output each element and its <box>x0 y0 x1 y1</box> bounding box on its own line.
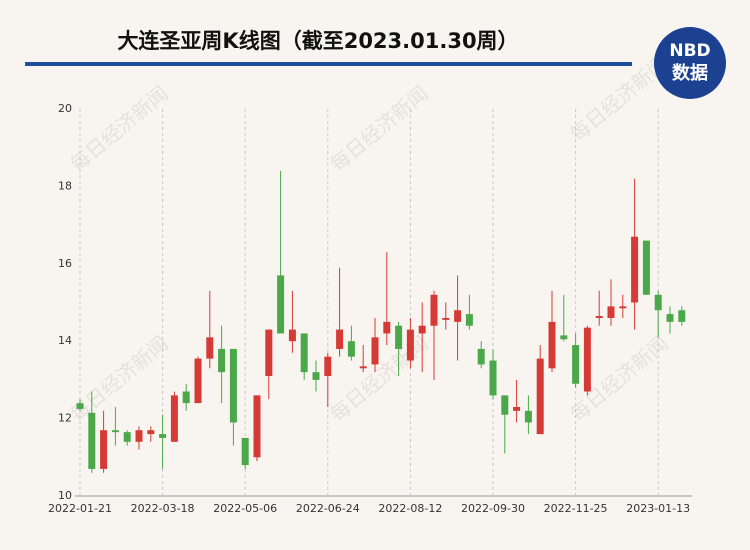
logo <box>654 27 726 99</box>
candle-body <box>100 430 108 469</box>
candle-body <box>88 412 96 469</box>
candle-body <box>300 333 308 373</box>
candle-body <box>418 325 426 334</box>
candle-body <box>312 372 320 380</box>
candle-body <box>194 358 202 404</box>
candle-body <box>524 410 532 423</box>
candle-body <box>383 321 391 334</box>
candle-body <box>395 325 403 349</box>
candle-body <box>241 437 249 466</box>
candle-body <box>642 240 650 295</box>
candle-body <box>229 348 237 423</box>
x-tick-label: 2023-01-13 <box>626 502 690 515</box>
candle-body <box>619 306 627 309</box>
candle-body <box>536 358 544 435</box>
candle-body <box>666 314 674 322</box>
logo-top: NBD <box>669 41 710 61</box>
logo-bottom: 数据 <box>672 62 708 84</box>
y-tick-label: 10 <box>58 489 72 502</box>
candle-body <box>371 337 379 365</box>
candle-body <box>454 310 462 322</box>
candle-body <box>513 406 521 411</box>
candle-body <box>111 430 119 433</box>
x-tick-label: 2022-06-24 <box>296 502 360 515</box>
candle-body <box>572 345 580 384</box>
y-tick-label: 14 <box>58 334 72 347</box>
candle-body <box>430 294 438 326</box>
candle-body <box>489 360 497 396</box>
candle-body <box>548 321 556 369</box>
y-tick-label: 18 <box>58 179 72 192</box>
candle-body <box>135 430 143 442</box>
chart-title: 大连圣亚周K线图（截至2023.01.30周） <box>117 29 518 53</box>
candle-body <box>477 348 485 365</box>
candle-body <box>359 366 367 369</box>
candle-body <box>595 316 603 318</box>
candle-body <box>218 348 226 373</box>
x-tick-label: 2022-03-18 <box>131 502 195 515</box>
candle-body <box>442 317 450 320</box>
candle-body <box>678 310 686 322</box>
candle-body <box>560 335 568 340</box>
candle-body <box>206 337 214 359</box>
candle-body <box>324 356 332 377</box>
y-tick-label: 20 <box>58 102 72 115</box>
candle-body <box>76 403 84 409</box>
candle-body <box>288 329 296 342</box>
candle-body <box>147 430 155 435</box>
candle-body <box>277 275 285 334</box>
candle-body <box>583 327 591 392</box>
candle-body <box>123 432 131 442</box>
candle-body <box>336 329 344 349</box>
x-tick-label: 2022-01-21 <box>48 502 112 515</box>
x-tick-label: 2022-09-30 <box>461 502 525 515</box>
x-tick-label: 2022-05-06 <box>213 502 277 515</box>
candle-body <box>654 294 662 311</box>
candle-body <box>182 391 190 404</box>
candle-body <box>631 236 639 303</box>
x-tick-label: 2022-08-12 <box>378 502 442 515</box>
candle-body <box>253 395 261 458</box>
candle-body <box>159 434 167 438</box>
candle-body <box>406 329 414 361</box>
y-tick-label: 12 <box>58 412 72 425</box>
candle-body <box>265 329 273 377</box>
candle-body <box>465 314 473 326</box>
candle-body <box>347 341 355 357</box>
x-tick-label: 2022-11-25 <box>544 502 608 515</box>
candle-body <box>170 395 178 442</box>
y-tick-label: 16 <box>58 257 72 270</box>
candle-body <box>607 306 615 318</box>
candle-body <box>501 395 509 415</box>
